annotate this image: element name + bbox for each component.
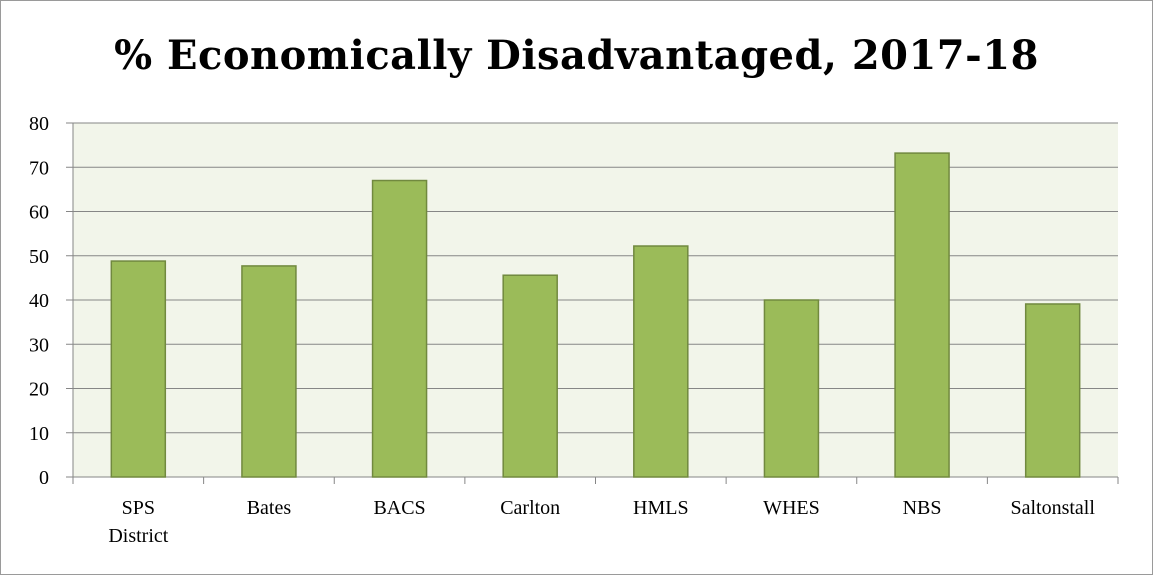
x-category-label: Saltonstall [1010, 497, 1095, 519]
bar [894, 152, 950, 478]
y-tick-label: 60 [29, 202, 49, 224]
x-category-label: District [108, 525, 168, 547]
x-category-label: SPS [122, 497, 155, 519]
y-tick-label: 0 [39, 467, 49, 489]
x-category-label: Carlton [500, 497, 560, 519]
bar [502, 274, 558, 478]
bar [110, 260, 167, 478]
y-tick-label: 80 [29, 113, 49, 135]
bar [371, 179, 428, 478]
x-category-label: WHES [763, 497, 820, 519]
bar [241, 265, 297, 478]
bar [763, 299, 820, 478]
bar [633, 245, 689, 478]
y-tick-label: 30 [29, 334, 49, 356]
x-category-label: BACS [373, 497, 425, 519]
bar [1024, 303, 1081, 478]
x-category-label: HMLS [633, 497, 689, 519]
y-tick-label: 10 [29, 423, 49, 445]
y-tick-label: 20 [29, 379, 49, 401]
chart-title: % Economically Disadvantaged, 2017-18 [114, 32, 1039, 79]
y-tick-label: 50 [29, 246, 49, 268]
y-tick-label: 40 [29, 290, 49, 312]
x-category-label: Bates [247, 497, 292, 519]
y-tick-label: 70 [29, 157, 49, 179]
x-category-label: NBS [903, 497, 942, 519]
